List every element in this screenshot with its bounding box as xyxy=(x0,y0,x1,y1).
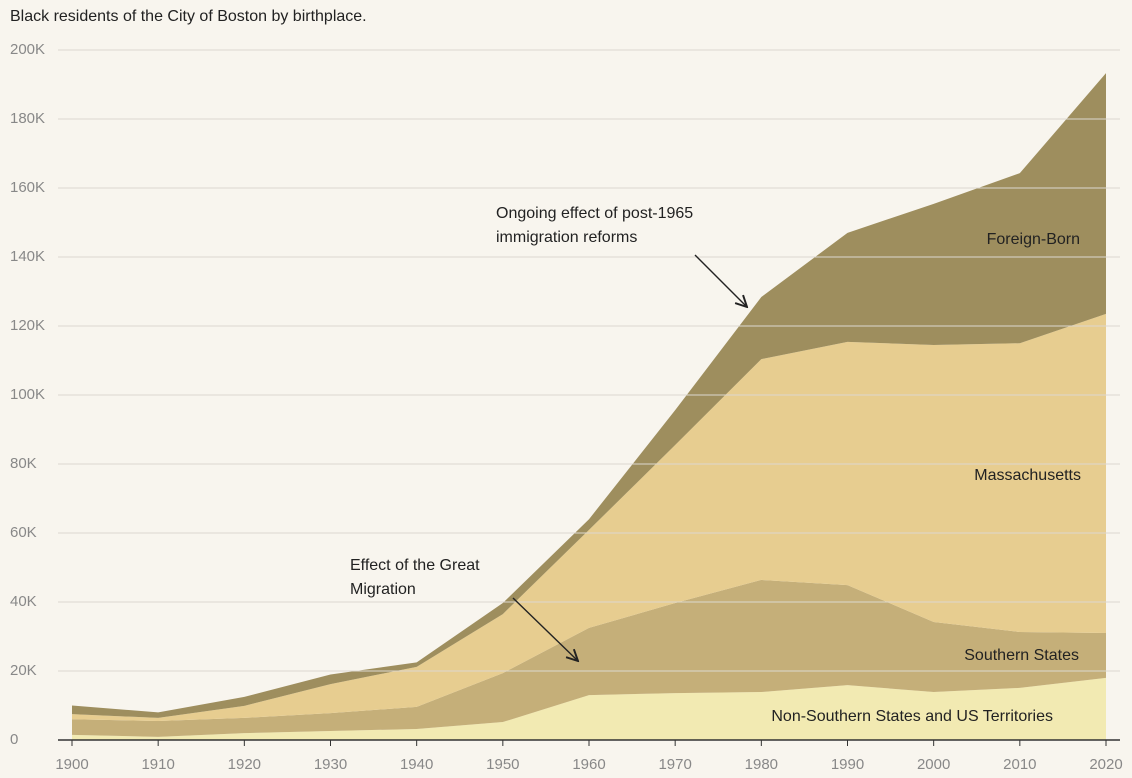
areas xyxy=(72,73,1106,740)
x-tick-label: 2010 xyxy=(1003,756,1036,773)
x-tick-label: 1990 xyxy=(831,756,864,773)
x-tick-label: 1920 xyxy=(228,756,261,773)
arrow xyxy=(694,254,747,307)
y-tick-label: 40K xyxy=(10,593,37,610)
y-tick-label: 100K xyxy=(10,386,45,403)
x-tick-label: 1930 xyxy=(314,756,347,773)
x-tick-label: 2020 xyxy=(1089,756,1122,773)
y-tick-label: 20K xyxy=(10,662,37,679)
annotation: Migration xyxy=(350,581,416,598)
x-tick-label: 1980 xyxy=(745,756,778,773)
y-tick-label: 60K xyxy=(10,524,37,541)
y-tick-label: 140K xyxy=(10,248,45,265)
x-tick-label: 2000 xyxy=(917,756,950,773)
area xyxy=(72,73,1106,718)
area xyxy=(72,313,1106,722)
x-tick-label: 1950 xyxy=(486,756,519,773)
y-tick-label: 0 xyxy=(10,731,18,748)
series-label: Southern States xyxy=(964,647,1079,664)
x-tick-label: 1970 xyxy=(658,756,691,773)
series-label: Massachusetts xyxy=(974,467,1081,484)
annotation: Effect of the Great xyxy=(350,557,480,574)
x-tick-label: 1910 xyxy=(141,756,174,773)
chart-title: Black residents of the City of Boston by… xyxy=(10,8,367,25)
annotation: Ongoing effect of post-1965 xyxy=(496,205,693,222)
area xyxy=(72,677,1106,740)
y-tick-label: 160K xyxy=(10,179,45,196)
y-tick-label: 180K xyxy=(10,110,45,127)
area xyxy=(72,579,1106,737)
x-tick-label: 1940 xyxy=(400,756,433,773)
series-label: Foreign-Born xyxy=(987,231,1080,248)
x-tick-label: 1960 xyxy=(572,756,605,773)
y-tick-label: 200K xyxy=(10,41,45,58)
x-tick-label: 1900 xyxy=(55,756,88,773)
arrow xyxy=(512,597,578,661)
annotation: immigration reforms xyxy=(496,229,637,246)
series-label: Non-Southern States and US Territories xyxy=(771,708,1053,725)
y-tick-label: 120K xyxy=(10,317,45,334)
y-tick-label: 80K xyxy=(10,455,37,472)
